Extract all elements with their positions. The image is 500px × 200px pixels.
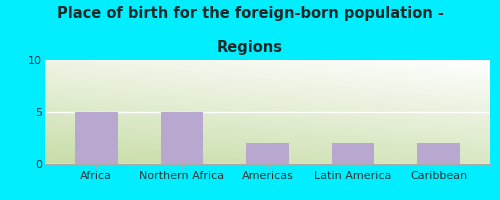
Bar: [332, 143, 374, 164]
Text: Regions: Regions: [217, 40, 283, 55]
Text: Place of birth for the foreign-born population -: Place of birth for the foreign-born popu…: [56, 6, 444, 21]
Bar: [75, 112, 118, 164]
Bar: [418, 143, 460, 164]
Bar: [160, 112, 204, 164]
Bar: [246, 143, 289, 164]
